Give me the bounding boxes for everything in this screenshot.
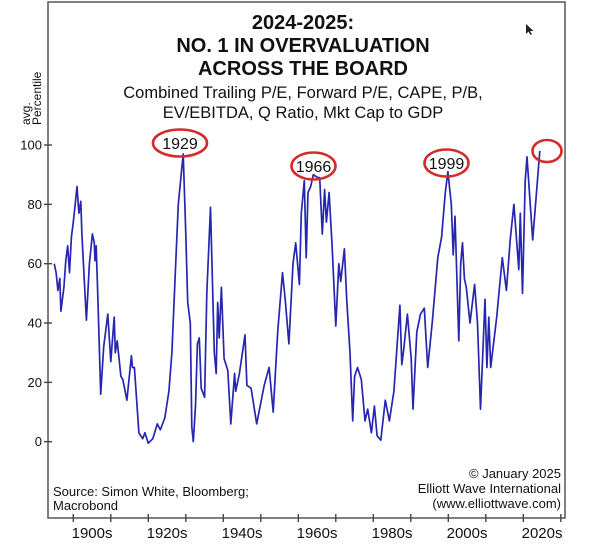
x-tick-label: 1940s [222, 525, 263, 542]
peak-year-label: 1999 [429, 156, 465, 173]
source-note-line-1: Source: Simon White, Bloomberg; [53, 484, 249, 499]
peak-highlight-circle [151, 128, 209, 158]
chart-subtitle-line-1: Combined Trailing P/E, Forward P/E, CAPE… [123, 84, 482, 102]
x-tick-label: 1920s [147, 525, 188, 542]
y-tick-label: 100 [20, 138, 42, 153]
mouse-cursor-icon [526, 24, 534, 35]
peak-year-label: 1929 [162, 136, 198, 153]
peak-year-label: 1966 [296, 159, 332, 176]
x-tick-label: 1900s [72, 525, 113, 542]
peak-highlight-circle [290, 151, 337, 181]
peak-highlight-circle [531, 138, 563, 164]
chart-title-line-2: NO. 1 IN OVERVALUATION [176, 35, 429, 57]
credit-line-1: © January 2025 [469, 466, 561, 481]
credit-line-3: (www.elliottwave.com) [432, 496, 561, 511]
y-tick-label: 0 [35, 434, 42, 449]
y-tick-label: 60 [28, 256, 42, 271]
x-tick-label: 1960s [297, 525, 338, 542]
chart-title-line-3: ACROSS THE BOARD [198, 58, 408, 80]
x-tick-label: 2000s [447, 525, 488, 542]
peak-highlight-circle [423, 148, 470, 178]
y-axis-label-line-1: avg. [19, 102, 33, 125]
x-tick-label: 1980s [372, 525, 413, 542]
chart-title-line-1: 2024-2025: [252, 12, 354, 34]
x-tick-label: 2020s [522, 525, 563, 542]
plot-frame [47, 1, 566, 519]
source-note-line-2: Macrobond [53, 498, 118, 513]
y-axis-label-line-2: Percentile [30, 71, 44, 125]
y-tick-label: 80 [28, 197, 42, 212]
y-tick-label: 40 [28, 316, 42, 331]
credit-line-2: Elliott Wave International [418, 481, 561, 496]
y-tick-label: 20 [28, 375, 42, 390]
chart-subtitle-line-2: EV/EBITDA, Q Ratio, Mkt Cap to GDP [163, 104, 444, 122]
valuation-percentile-line [53, 150, 541, 445]
